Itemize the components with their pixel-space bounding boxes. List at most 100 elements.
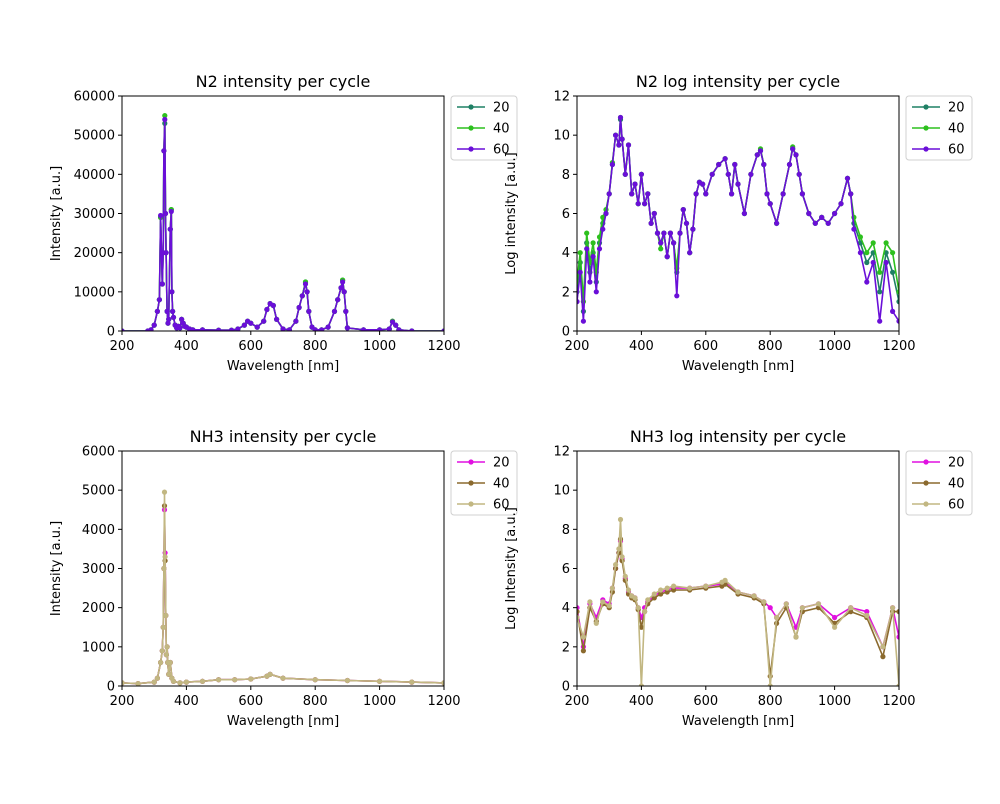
legend-marker <box>468 104 474 110</box>
x-tick-label: 600 <box>693 694 718 709</box>
data-point <box>158 212 164 219</box>
data-point <box>166 316 172 322</box>
data-point <box>838 201 844 207</box>
y-tick-label: 8 <box>562 523 570 538</box>
data-point <box>593 289 599 295</box>
data-point <box>870 240 876 246</box>
data-point <box>393 322 399 328</box>
x-tick-label: 1000 <box>818 339 851 354</box>
data-point <box>162 113 168 119</box>
x-axis-label: Wavelength [nm] <box>682 714 794 729</box>
data-point <box>832 210 838 217</box>
data-point <box>325 324 331 330</box>
data-point <box>877 269 883 275</box>
data-point <box>216 327 222 331</box>
y-tick-label: 1000 <box>82 640 115 655</box>
data-point <box>616 546 622 552</box>
x-tick-label: 200 <box>565 694 590 709</box>
y-tick-label: 30000 <box>74 207 115 222</box>
data-point <box>600 214 606 220</box>
x-tick-label: 800 <box>758 339 783 354</box>
x-tick-label: 400 <box>629 339 654 354</box>
data-point <box>409 679 415 685</box>
data-point <box>674 293 680 299</box>
legend-label: 60 <box>948 143 965 158</box>
data-point <box>700 181 706 187</box>
data-point <box>312 327 318 331</box>
data-point <box>577 614 580 621</box>
x-tick-label: 800 <box>303 694 328 709</box>
data-point <box>199 678 206 684</box>
data-point <box>864 279 870 285</box>
legend-label: 20 <box>948 101 965 116</box>
legend-label: 40 <box>948 477 965 492</box>
data-point <box>274 316 280 322</box>
data-point <box>635 605 641 611</box>
data-point <box>335 297 341 303</box>
data-point <box>167 659 173 666</box>
data-point <box>642 609 648 615</box>
data-point <box>687 585 693 591</box>
y-tick-label: 12 <box>553 445 570 460</box>
data-point <box>600 599 606 605</box>
data-point <box>304 289 310 295</box>
data-point <box>160 624 166 630</box>
series-group <box>577 516 899 686</box>
x-tick-label: 1200 <box>882 339 915 354</box>
data-point <box>296 304 302 311</box>
data-point <box>648 220 654 226</box>
chart-1: 200 400 600 800 1000 1200 0 2 4 6 8 10 12 N2 log inte… <box>504 72 973 374</box>
data-point <box>870 259 876 266</box>
data-point <box>319 327 325 331</box>
data-point <box>170 314 177 320</box>
data-point <box>577 299 580 305</box>
y-tick-label: 0 <box>562 680 570 695</box>
data-point <box>168 208 174 215</box>
data-point <box>338 285 344 291</box>
data-point <box>617 114 624 121</box>
data-point <box>580 648 587 654</box>
data-point <box>748 171 754 177</box>
data-point <box>162 116 168 123</box>
chart-title: N2 log intensity per cycle <box>636 72 840 91</box>
data-point <box>177 680 183 686</box>
data-point <box>164 308 170 314</box>
y-tick-label: 2000 <box>82 601 115 616</box>
chart-2: 200 400 600 800 1000 1200 0 1000 2000 3000 4000 500… <box>49 427 518 729</box>
data-point <box>622 573 628 579</box>
legend-label: 60 <box>948 498 965 513</box>
data-point <box>851 226 857 232</box>
legend-label: 20 <box>948 456 965 471</box>
y-tick-label: 5000 <box>82 484 115 499</box>
legend-marker <box>923 480 929 486</box>
data-point <box>286 327 292 331</box>
data-point <box>151 679 157 685</box>
data-point <box>690 226 696 232</box>
data-point <box>780 191 786 197</box>
x-tick-label: 1000 <box>363 339 396 354</box>
y-tick-label: 50000 <box>74 129 115 144</box>
data-point <box>190 327 196 331</box>
data-point <box>625 142 632 148</box>
legend-marker <box>923 501 929 507</box>
data-point <box>170 308 176 314</box>
y-tick-label: 6 <box>562 207 570 222</box>
data-point <box>754 152 760 158</box>
chart-title: N2 intensity per cycle <box>196 72 371 91</box>
data-point <box>161 148 167 154</box>
x-tick-label: 1200 <box>427 694 460 709</box>
data-point <box>159 281 165 287</box>
data-point <box>661 230 667 236</box>
data-point <box>722 577 728 583</box>
data-point <box>179 316 185 322</box>
data-point <box>619 554 625 560</box>
data-point <box>667 230 674 236</box>
y-axis-label: Log intensity [a.u.] <box>504 152 519 274</box>
data-point <box>170 678 177 684</box>
data-point <box>725 171 731 177</box>
data-point <box>806 210 812 217</box>
data-point <box>729 191 735 197</box>
data-point <box>166 671 172 677</box>
data-point <box>832 614 838 621</box>
